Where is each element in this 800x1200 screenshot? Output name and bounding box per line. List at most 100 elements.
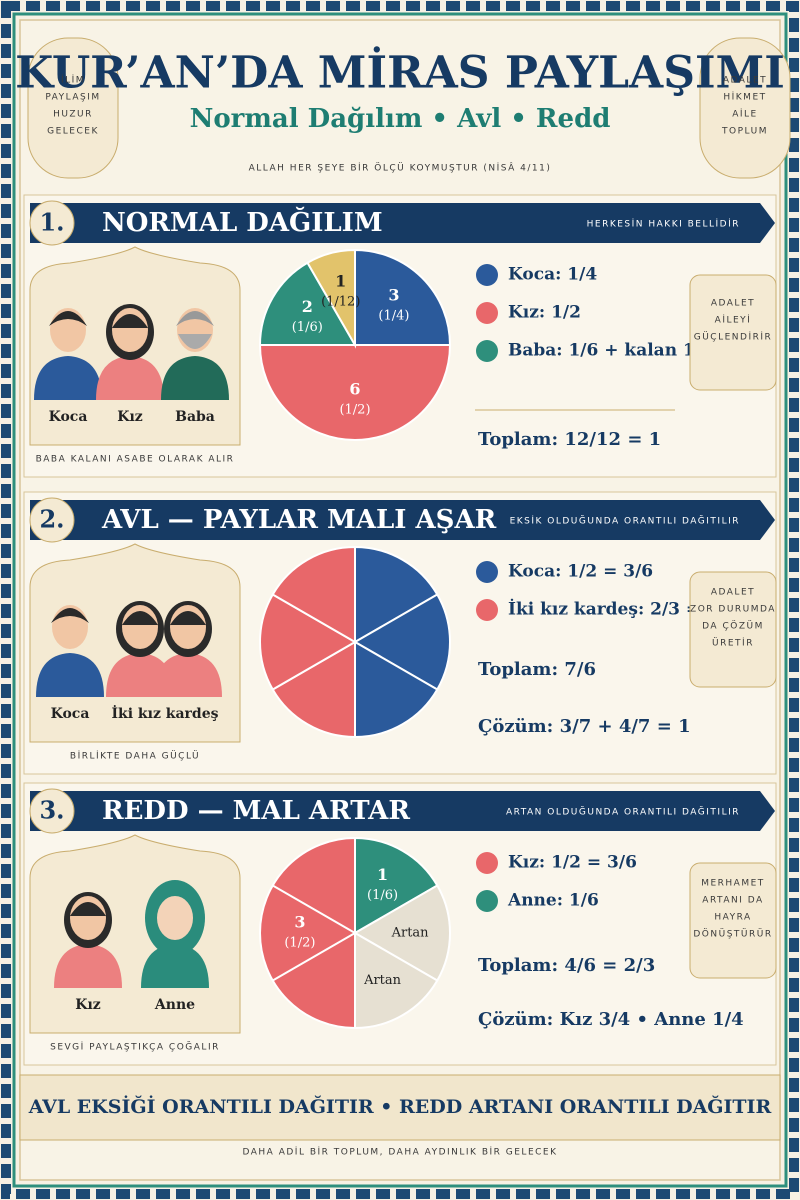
- slice-fraction: (1/2): [339, 403, 370, 418]
- arch-box: [29, 834, 241, 1034]
- pie-slice: [259, 836, 356, 1030]
- right-word: AİLE: [732, 109, 758, 120]
- summary-line: Toplam: 4/6 = 2/3: [478, 955, 655, 976]
- bangs: [170, 611, 206, 625]
- slice-value: 3: [388, 286, 399, 305]
- slice-divider: [272, 884, 356, 934]
- person-body: [34, 356, 102, 400]
- title: KUR’AN’DA MİRAS PAYLAŞIMI: [15, 45, 785, 99]
- pie-slice: [354, 545, 439, 644]
- hair: [49, 311, 87, 326]
- slice-fraction: (1/4): [378, 309, 409, 324]
- footer-tagline: DAHA ADİL BİR TOPLUM, DAHA AYDINLIK BİR …: [242, 1147, 557, 1158]
- pie-slice: [259, 593, 357, 691]
- left-word: GELECEK: [47, 127, 99, 137]
- person-name: İki kız kardeş: [111, 703, 218, 722]
- note-box: [689, 862, 777, 979]
- ribbon: [30, 203, 775, 243]
- person-name: Kız: [75, 997, 100, 1013]
- pie-slice: [258, 261, 357, 346]
- section-title: REDD — MAL ARTAR: [102, 796, 410, 826]
- person-body: [54, 944, 122, 988]
- section: 1. NORMAL DAĞILIM HERKESİN HAKKI BELLİDİR K…: [23, 194, 777, 478]
- legend-swatch: [476, 561, 498, 583]
- note-line: AİLEYİ: [715, 315, 752, 326]
- slice-fraction: (1/6): [292, 320, 323, 335]
- right-word: HİKMET: [723, 92, 766, 103]
- slice-name: Artan: [363, 973, 402, 988]
- section-tagline: ARTAN OLDUĞUNDA ORANTILI DAĞITILIR: [506, 806, 740, 818]
- section: 3. REDD — MAL ARTAR ARTAN OLDUĞUNDA ORANTI…: [23, 782, 777, 1066]
- caption: BABA KALANI ASABE OLARAK ALIR: [36, 455, 235, 465]
- note-line: ARTANI DA: [702, 896, 763, 906]
- bangs: [122, 611, 158, 625]
- person-name: Anne: [154, 997, 195, 1013]
- ribbon: [30, 500, 775, 540]
- slice-value: 3: [294, 913, 305, 932]
- note-line: DA ÇÖZÜM: [702, 621, 764, 632]
- footer-banner: AVL EKSİĞİ ORANTILI DAĞITIR • REDD ARTAN…: [28, 1095, 772, 1118]
- footer-banner-bg: [19, 1074, 781, 1141]
- note-line: ÜRETİR: [712, 638, 754, 649]
- hair: [51, 608, 89, 623]
- slice-value: 1: [335, 271, 346, 290]
- legend-label: Baba: 1/6 + kalan 1/12: [508, 341, 725, 361]
- section-tagline: HERKESİN HAKKI BELLİDİR: [587, 219, 740, 230]
- pie-slice: [354, 248, 452, 346]
- bangs: [112, 314, 148, 328]
- note-line: MERHAMET: [701, 879, 765, 889]
- legend-label: Anne: 1/6: [507, 891, 599, 911]
- pie-slice: [354, 836, 439, 935]
- pie-slice: [353, 884, 451, 982]
- note-line: ADALET: [711, 299, 755, 309]
- note-line: HAYRA: [714, 913, 751, 923]
- pie-slice: [306, 248, 356, 349]
- person-body: [154, 653, 222, 697]
- legend-swatch: [476, 890, 498, 912]
- legend-label: Kız: 1/2: [508, 303, 581, 323]
- frame-inner: [12, 12, 788, 1188]
- right-box: [699, 37, 791, 179]
- number-badge: [29, 200, 75, 246]
- note-box: [689, 274, 777, 391]
- number-badge: [29, 497, 75, 543]
- section-number: 1.: [39, 208, 64, 237]
- note-line: ADALET: [711, 588, 755, 598]
- legend-label: Kız: 1/2 = 3/6: [508, 853, 637, 873]
- summary-line: Toplam: 12/12 = 1: [478, 429, 661, 450]
- person-name: Koca: [51, 706, 90, 722]
- slice-value: 2: [302, 297, 313, 316]
- section-title: AVL — PAYLAR MALI AŞAR: [101, 505, 497, 535]
- summary-line: Çözüm: 3/7 + 4/7 = 1: [478, 716, 691, 737]
- note-line: DÖNÜŞTÜRÜR: [693, 929, 772, 940]
- person-body: [161, 356, 229, 400]
- legend-swatch: [476, 264, 498, 286]
- slice-fraction: (1/2): [284, 936, 315, 951]
- slice-value: 1: [377, 865, 388, 884]
- person-body: [36, 653, 104, 697]
- section-title: NORMAL DAĞILIM: [102, 206, 383, 238]
- face: [157, 896, 193, 940]
- legend-swatch: [476, 302, 498, 324]
- person-name: Kız: [117, 409, 142, 425]
- summary-line: Toplam: 7/6: [478, 659, 596, 680]
- pie-slice: [354, 931, 439, 1030]
- person-body: [141, 944, 209, 988]
- slice-divider: [272, 932, 356, 982]
- legend-label: Koca: 1/4: [508, 265, 597, 285]
- section-number: 3.: [39, 796, 64, 825]
- slice-value: 6: [349, 380, 360, 399]
- legend-swatch: [476, 852, 498, 874]
- left-word: HUZUR: [53, 110, 93, 120]
- subtitle: Normal Dağılım • Avl • Redd: [190, 104, 611, 134]
- legend-label: Koca: 1/2 = 3/6: [508, 562, 653, 582]
- caption: BİRLİKTE DAHA GÜÇLÜ: [70, 751, 200, 762]
- left-word: PAYLAŞIM: [45, 93, 100, 103]
- person-name: Koca: [49, 409, 88, 425]
- beard: [178, 334, 212, 349]
- number-badge: [29, 788, 75, 834]
- slice-fraction: (1/12): [321, 294, 360, 309]
- slice-fraction: (1/6): [367, 888, 398, 903]
